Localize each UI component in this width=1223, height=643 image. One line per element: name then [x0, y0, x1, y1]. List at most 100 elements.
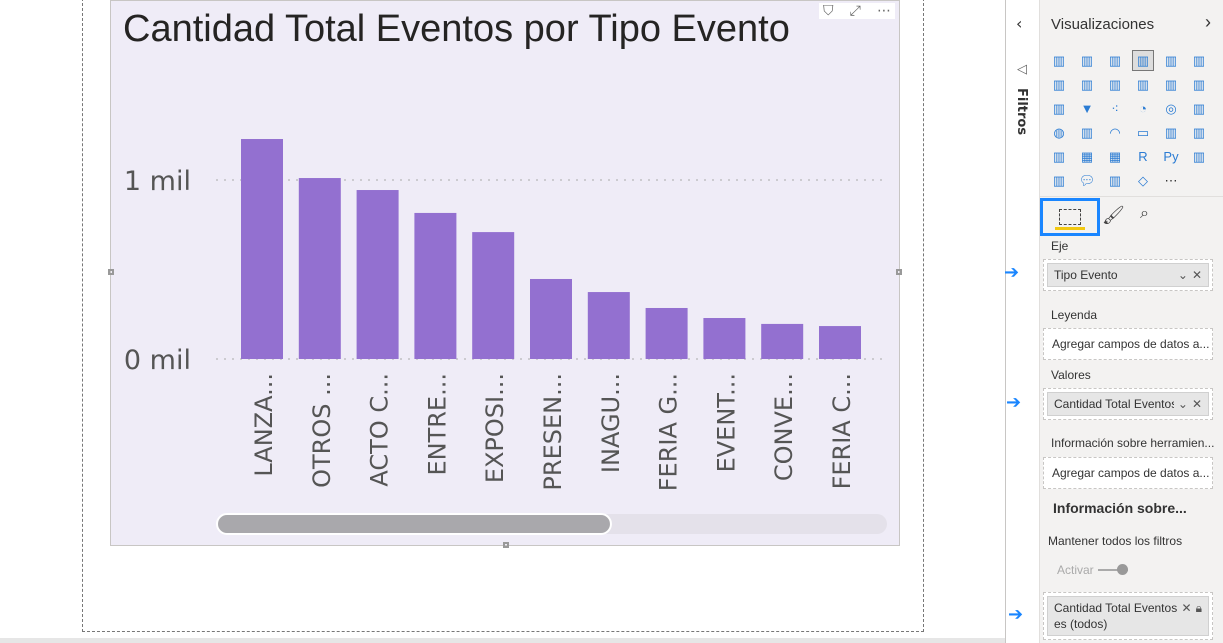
line-icon[interactable]: ▥ — [1052, 76, 1066, 92]
values-field[interactable]: Cantidad Total Eventos ⌄ ✕ — [1047, 392, 1209, 416]
clustered-bar-icon[interactable]: ▥ — [1108, 52, 1122, 68]
resize-handle[interactable] — [108, 269, 114, 275]
chevron-down-icon[interactable]: ⌄ — [1177, 268, 1188, 282]
bar[interactable] — [703, 318, 746, 359]
python-icon[interactable]: Py — [1163, 149, 1179, 164]
tooltips-label: Información sobre herramien... — [1051, 436, 1215, 450]
treemap-icon[interactable]: ▥ — [1192, 100, 1206, 116]
pane-title: Visualizaciones — [1051, 16, 1155, 33]
qna-icon[interactable]: 💬︎ — [1078, 172, 1096, 188]
collapse-icon[interactable]: ‹ — [1016, 14, 1023, 33]
bar[interactable] — [645, 307, 688, 359]
area-icon[interactable]: ▥ — [1080, 76, 1094, 92]
arcgis-icon[interactable]: ▥ — [1108, 172, 1122, 188]
x-tick-label: CONVE... — [770, 373, 798, 481]
visual-type-gallery: ▥ ▥ ▥ ▥ ▥ ▥ ▥ ▥ ▥ ▥ ▥ ▥ ▥ ▼ ⁖ ◔ ◎ ▥ ◍ ▥ ◠ ▭ ▥ ▥ ▥ ▦ ▦ R Py ▥ ▥ 💬︎ ▥ ◇ ⋯ — [1048, 50, 1216, 191]
chevron-down-icon[interactable]: ⌄ — [1177, 397, 1188, 411]
bar[interactable] — [472, 232, 515, 359]
field-name: Tipo Evento — [1054, 268, 1118, 282]
chart-title: Cantidad Total Eventos por Tipo Evento — [123, 8, 790, 50]
bar[interactable] — [298, 178, 341, 359]
x-tick-label: FERIA C... — [828, 373, 856, 489]
close-icon[interactable]: ✕ — [1191, 397, 1202, 411]
bar-chart-visual[interactable]: Cantidad Total Eventos por Tipo Evento ⛉… — [108, 0, 902, 548]
resize-handle[interactable] — [503, 542, 509, 548]
bar[interactable] — [819, 326, 861, 359]
filter-icon[interactable]: ⛉ — [823, 3, 834, 19]
scrollbar-thumb[interactable] — [216, 513, 612, 535]
x-tick-label: EVENT... — [712, 373, 740, 472]
card-icon[interactable]: ▭ — [1136, 124, 1150, 140]
pie-icon[interactable]: ◔ — [1139, 101, 1147, 116]
visualizations-pane: Visualizaciones › ▥ ▥ ▥ ▥ ▥ ▥ ▥ ▥ ▥ ▥ ▥ ▥ ▥ ▼ ⁖ ◔ ◎ ▥ ◍ ▥ ◠ ▭… — [1040, 0, 1223, 643]
pane-tabs: 🖌 ⌕ — [1040, 196, 1223, 236]
close-icon[interactable]: ✕ — [1181, 601, 1192, 615]
x-tick-label: EXPOSI... — [481, 373, 509, 483]
bar[interactable] — [587, 292, 630, 359]
decomposition-tree-icon[interactable]: ▥ — [1052, 172, 1066, 188]
filter-card-field: Cantidad Total Eventos — [1054, 601, 1178, 615]
line-clustered-column-icon[interactable]: ▥ — [1164, 76, 1178, 92]
toggle-label: Activar — [1057, 563, 1094, 577]
keep-filters-label: Mantener todos los filtros — [1048, 534, 1183, 548]
more-icon[interactable]: ⋯ — [1164, 172, 1178, 188]
field-name: Cantidad Total Eventos — [1054, 397, 1174, 411]
gauge-icon[interactable]: ◠ — [1109, 124, 1121, 140]
funnel-icon[interactable]: ▼ — [1080, 101, 1094, 116]
expand-icon[interactable]: › — [1205, 12, 1211, 32]
arrow-annotation-icon: ➔ — [1008, 604, 1024, 625]
bar[interactable] — [414, 212, 457, 359]
scatter-icon[interactable]: ⁖ — [1111, 100, 1119, 116]
arrow-annotation-icon: ➔ — [1006, 392, 1022, 413]
bar[interactable] — [356, 190, 399, 359]
resize-handle[interactable] — [896, 269, 902, 275]
focus-mode-icon[interactable]: ⤢ — [849, 3, 861, 19]
kpi-icon[interactable]: ▥ — [1192, 124, 1206, 140]
multi-row-card-icon[interactable]: ▥ — [1164, 124, 1178, 140]
values-well[interactable]: Cantidad Total Eventos ⌄ ✕ — [1043, 388, 1213, 420]
key-influencers-icon[interactable]: ▥ — [1192, 148, 1206, 164]
custom-visual-icon[interactable]: ◇ — [1138, 172, 1148, 188]
donut-icon[interactable]: ◎ — [1165, 100, 1177, 116]
drillthrough-well[interactable]: Cantidad Total Eventos ✕ 🔒︎ es (todos) — [1043, 592, 1213, 640]
filter-card-condition: es (todos) — [1054, 617, 1108, 631]
tooltips-well[interactable]: Agregar campos de datos a... — [1043, 457, 1213, 489]
slicer-icon[interactable]: ▥ — [1052, 148, 1066, 164]
matrix-icon[interactable]: ▦ — [1108, 148, 1122, 164]
r-script-icon[interactable]: R — [1138, 149, 1148, 164]
100-bar-icon[interactable]: ▥ — [1164, 52, 1178, 68]
x-tick-label: LANZA... — [250, 373, 278, 477]
filters-pane-collapsed[interactable]: ‹ ◁ Filtros — [1005, 0, 1040, 643]
filled-map-icon[interactable]: ▥ — [1080, 124, 1094, 140]
close-icon[interactable]: ✕ — [1191, 268, 1202, 282]
line-column-icon[interactable]: ▥ — [1136, 76, 1150, 92]
bar[interactable] — [241, 139, 283, 359]
100-column-icon[interactable]: ▥ — [1192, 52, 1206, 68]
more-options-icon[interactable]: ⋯ — [876, 3, 891, 19]
table-icon[interactable]: ▦ — [1080, 148, 1094, 164]
x-tick-label: FERIA G... — [655, 373, 683, 491]
clustered-column-icon[interactable]: ▥ — [1132, 50, 1154, 71]
bar[interactable] — [761, 323, 804, 359]
y-tick-label: 0 mil — [124, 345, 191, 376]
stacked-area-icon[interactable]: ▥ — [1108, 76, 1122, 92]
lock-icon[interactable]: 🔒︎ — [1195, 601, 1202, 615]
fields-icon — [1059, 209, 1081, 225]
axis-field[interactable]: Tipo Evento ⌄ ✕ — [1047, 263, 1209, 287]
keep-filters-toggle[interactable]: Activar — [1057, 563, 1128, 577]
tab-fields[interactable] — [1040, 198, 1100, 236]
stacked-column-icon[interactable]: ▥ — [1080, 52, 1094, 68]
stacked-bar-icon[interactable]: ▥ — [1052, 52, 1066, 68]
drillthrough-heading: Información sobre... — [1053, 500, 1187, 516]
legend-well[interactable]: Agregar campos de datos a... — [1043, 328, 1213, 360]
format-paint-roller-icon[interactable]: 🖌 — [1102, 205, 1125, 225]
drillthrough-filter-card[interactable]: Cantidad Total Eventos ✕ 🔒︎ es (todos) — [1047, 596, 1209, 636]
axis-well[interactable]: Tipo Evento ⌄ ✕ — [1043, 259, 1213, 291]
map-icon[interactable]: ◍ — [1053, 124, 1065, 140]
analytics-magnifier-icon[interactable]: ⌕ — [1140, 205, 1149, 222]
legend-label: Leyenda — [1051, 308, 1098, 322]
ribbon-icon[interactable]: ▥ — [1192, 76, 1206, 92]
toggle-switch[interactable] — [1097, 564, 1128, 575]
bar[interactable] — [530, 278, 572, 359]
waterfall-icon[interactable]: ▥ — [1052, 100, 1066, 116]
